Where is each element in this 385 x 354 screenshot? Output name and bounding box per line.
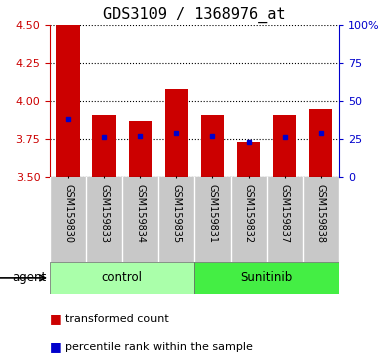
Bar bbox=[129, 121, 152, 177]
Bar bbox=[309, 108, 333, 177]
Text: GSM159835: GSM159835 bbox=[171, 184, 181, 243]
Text: agent: agent bbox=[12, 272, 46, 284]
Bar bbox=[50, 262, 194, 294]
Text: Sunitinib: Sunitinib bbox=[241, 272, 293, 284]
Bar bbox=[237, 142, 260, 177]
Bar bbox=[194, 262, 339, 294]
Bar bbox=[92, 115, 116, 177]
Text: GSM159834: GSM159834 bbox=[135, 184, 145, 243]
Text: GSM159830: GSM159830 bbox=[63, 184, 73, 243]
Bar bbox=[273, 115, 296, 177]
Text: GSM159832: GSM159832 bbox=[244, 184, 254, 243]
Bar bbox=[165, 89, 188, 177]
Text: ■: ■ bbox=[50, 312, 62, 325]
Bar bbox=[201, 115, 224, 177]
Text: GSM159831: GSM159831 bbox=[208, 184, 218, 243]
Bar bbox=[56, 25, 80, 177]
Text: GSM159833: GSM159833 bbox=[99, 184, 109, 243]
Text: transformed count: transformed count bbox=[65, 314, 169, 324]
Text: ■: ■ bbox=[50, 341, 62, 353]
Title: GDS3109 / 1368976_at: GDS3109 / 1368976_at bbox=[103, 7, 286, 23]
Text: percentile rank within the sample: percentile rank within the sample bbox=[65, 342, 253, 352]
Text: GSM159838: GSM159838 bbox=[316, 184, 326, 243]
Text: GSM159837: GSM159837 bbox=[280, 184, 290, 243]
Text: control: control bbox=[102, 272, 143, 284]
